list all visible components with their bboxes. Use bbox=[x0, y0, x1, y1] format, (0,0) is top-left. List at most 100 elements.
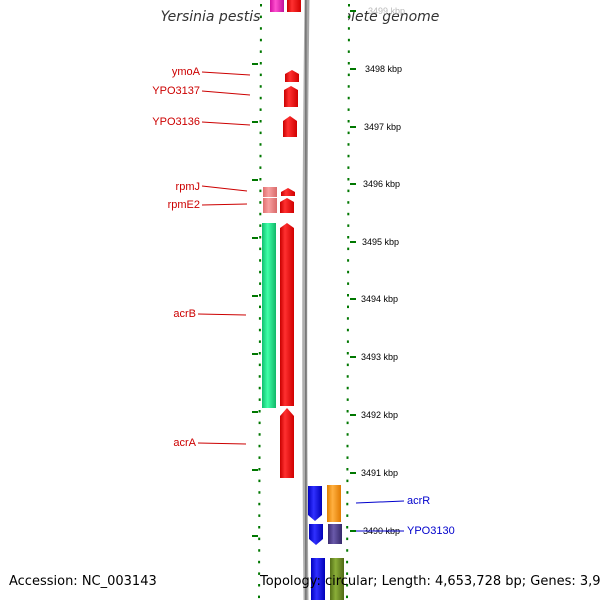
ruler-dot bbox=[346, 514, 349, 517]
ruler-dot bbox=[346, 410, 349, 413]
ruler-dot bbox=[347, 143, 350, 146]
ruler-dot bbox=[346, 549, 349, 552]
ruler-dot bbox=[346, 444, 349, 448]
ruler-dot bbox=[258, 340, 261, 343]
feature-YPO3130 bbox=[328, 524, 342, 544]
gene-partial-top-red bbox=[287, 0, 301, 12]
gene-rpmE2[interactable] bbox=[280, 198, 294, 213]
ruler-dot bbox=[347, 27, 350, 30]
ruler-dot bbox=[258, 433, 261, 436]
ruler-dot bbox=[258, 491, 261, 494]
ruler-dot bbox=[258, 352, 261, 355]
gene-label-YPO3130[interactable]: YPO3130 bbox=[407, 525, 455, 537]
ruler-dot bbox=[347, 201, 350, 204]
ruler-dot bbox=[259, 50, 262, 53]
ruler-dot bbox=[347, 166, 350, 169]
ruler-dot bbox=[258, 410, 261, 413]
ruler-dot bbox=[347, 259, 350, 262]
ruler-dot bbox=[259, 189, 262, 193]
gene-label-ymoA[interactable]: ymoA bbox=[172, 66, 201, 78]
ruler-dot bbox=[347, 120, 350, 123]
ruler-dot bbox=[258, 560, 261, 564]
gene-label-acrA[interactable]: acrA bbox=[173, 437, 196, 449]
ruler-dot bbox=[258, 375, 261, 378]
ruler-dot bbox=[258, 386, 261, 390]
ruler-dot bbox=[347, 131, 350, 135]
ruler-dot bbox=[347, 108, 350, 111]
ruler-dot bbox=[258, 595, 260, 599]
ruler-dot bbox=[259, 154, 262, 158]
ruler-dot bbox=[258, 572, 261, 575]
ruler-label: 3499 kbp bbox=[368, 6, 405, 16]
ruler-dot bbox=[259, 178, 262, 181]
ruler-dot bbox=[258, 468, 261, 471]
gene-YPO3136[interactable] bbox=[283, 116, 297, 137]
genome-backbone bbox=[302, 0, 310, 600]
ruler-dot bbox=[346, 479, 349, 483]
gene-ymoA[interactable] bbox=[285, 70, 299, 82]
ruler-dot bbox=[347, 38, 350, 42]
ruler-dot bbox=[346, 363, 349, 367]
gene-label-acrB[interactable]: acrB bbox=[173, 308, 196, 320]
gene-partial-bottom-blue bbox=[311, 558, 325, 600]
ruler-dot bbox=[258, 398, 261, 401]
feature-rpmE2 bbox=[263, 198, 277, 213]
gene-acrB[interactable] bbox=[280, 223, 294, 406]
ruler-dot bbox=[346, 560, 349, 564]
ruler-dot bbox=[258, 328, 261, 332]
ruler-dot bbox=[346, 584, 349, 587]
ruler-dot bbox=[346, 398, 349, 401]
ruler-dot bbox=[346, 340, 349, 343]
ruler-dot bbox=[258, 514, 261, 517]
ruler-dot bbox=[346, 491, 349, 494]
ruler-dot bbox=[346, 456, 349, 459]
gene-rpmJ[interactable] bbox=[281, 188, 295, 196]
ruler-dot bbox=[347, 62, 350, 65]
ruler-dot bbox=[259, 224, 262, 227]
ruler-dot bbox=[259, 73, 262, 77]
ruler-dot bbox=[346, 352, 349, 355]
reverse-strand-ruler bbox=[258, 4, 262, 599]
gene-YPO3130[interactable] bbox=[309, 524, 323, 545]
ruler-dot bbox=[259, 282, 262, 285]
ruler-dot bbox=[259, 294, 261, 297]
ruler-label: 3495 kbp bbox=[362, 237, 399, 247]
ruler-dot bbox=[346, 526, 349, 529]
ruler-dot bbox=[347, 212, 350, 216]
ruler-dot bbox=[346, 317, 349, 320]
gene-acrR[interactable] bbox=[308, 486, 322, 521]
ruler-dot bbox=[346, 328, 349, 332]
ruler-dot bbox=[259, 85, 262, 88]
ruler-dot bbox=[260, 4, 262, 7]
gene-acrA[interactable] bbox=[280, 408, 294, 478]
ruler-dot bbox=[348, 4, 350, 7]
feature-partial-bottom-olive bbox=[330, 558, 344, 600]
gene-label-YPO3137[interactable]: YPO3137 bbox=[152, 85, 200, 97]
gene-label-rpmE2[interactable]: rpmE2 bbox=[168, 199, 200, 211]
gene-label-rpmJ[interactable]: rpmJ bbox=[176, 181, 200, 193]
ruler-dot bbox=[347, 96, 350, 100]
ruler-dot bbox=[346, 468, 349, 471]
ruler-dot bbox=[258, 363, 261, 367]
ruler-dot bbox=[258, 444, 261, 448]
ruler-dot bbox=[259, 201, 262, 204]
ruler-label: 3492 kbp bbox=[361, 410, 398, 420]
ruler-dot bbox=[346, 572, 349, 575]
ruler-dot bbox=[259, 143, 262, 146]
ruler-dot bbox=[259, 62, 262, 65]
ruler-dot bbox=[259, 166, 262, 169]
ruler-dot bbox=[346, 386, 349, 390]
forward-strand-ruler bbox=[346, 4, 350, 599]
gene-label-acrR[interactable]: acrR bbox=[407, 495, 430, 507]
gene-label-YPO3136[interactable]: YPO3136 bbox=[152, 116, 200, 128]
ruler-dot bbox=[346, 502, 349, 506]
ruler-label: 3494 kbp bbox=[361, 294, 398, 304]
ruler-dot bbox=[347, 224, 350, 227]
accession-text: Accession: NC_003143 bbox=[9, 574, 157, 589]
ruler-dot bbox=[259, 259, 262, 262]
ruler-dot bbox=[346, 595, 348, 599]
ruler-dot bbox=[346, 421, 349, 425]
ruler-dot bbox=[258, 526, 261, 529]
gene-YPO3137[interactable] bbox=[284, 86, 298, 107]
ruler-dot bbox=[347, 294, 349, 297]
